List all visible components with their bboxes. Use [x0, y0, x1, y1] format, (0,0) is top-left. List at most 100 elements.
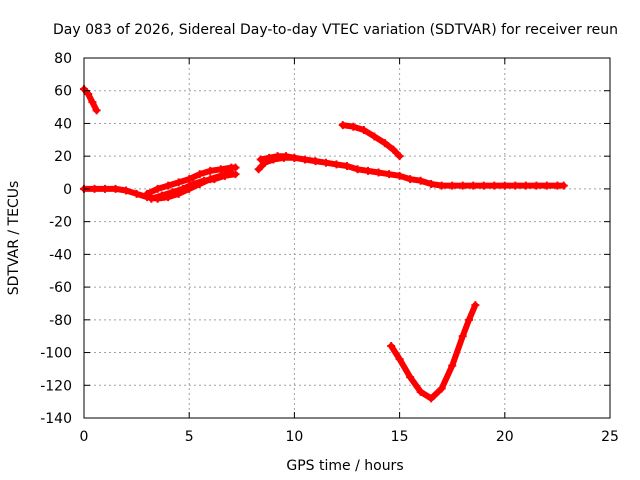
data-point [143, 189, 152, 198]
data-point [164, 181, 173, 190]
data-point [416, 176, 425, 185]
y-tick-label: 80 [54, 51, 72, 67]
x-axis-label: GPS time / hours [286, 458, 403, 474]
data-point [559, 181, 568, 190]
x-tick-label: 20 [496, 429, 514, 445]
y-tick-label: -60 [49, 280, 72, 296]
data-point [101, 184, 110, 193]
data-point [300, 155, 309, 164]
axis-ticks [83, 57, 611, 419]
data-point [338, 121, 347, 130]
data-point [90, 184, 99, 193]
data-point [256, 155, 265, 164]
data-point [147, 194, 156, 203]
x-tick-label: 15 [391, 429, 409, 445]
y-tick-label: -20 [49, 215, 72, 231]
data-point [111, 184, 120, 193]
data-point [374, 168, 383, 177]
data-point [427, 394, 436, 403]
y-tick-label: -100 [40, 346, 72, 362]
data-point [511, 181, 520, 190]
data-point [370, 132, 379, 141]
x-tick-label: 0 [80, 429, 89, 445]
series-line-arc-1 [81, 86, 100, 114]
x-tick-label: 25 [601, 429, 619, 445]
data-point [88, 98, 97, 107]
data-point [479, 181, 488, 190]
data-point [542, 181, 551, 190]
data-point [122, 186, 131, 195]
data-point [254, 165, 263, 174]
data-point [290, 153, 299, 162]
series-line-arc-8 [388, 302, 479, 402]
data-point [189, 180, 198, 188]
data-point [385, 170, 394, 179]
data-point [532, 181, 541, 190]
x-tick-label: 5 [185, 429, 194, 445]
data-point [185, 175, 194, 184]
data-point [231, 170, 240, 179]
data-point [437, 181, 446, 190]
data-point [448, 361, 457, 370]
data-point [220, 171, 229, 180]
x-tick-label: 10 [285, 429, 303, 445]
y-tick-label: 0 [63, 182, 72, 198]
data-point [364, 166, 373, 175]
data-point [281, 152, 290, 161]
y-tick-label: 60 [54, 84, 72, 100]
y-tick-label: -40 [49, 247, 72, 263]
data-point [437, 384, 446, 393]
data-point [406, 373, 415, 382]
data-series [80, 85, 568, 403]
data-point [427, 180, 436, 188]
data-point [465, 315, 474, 324]
data-point [448, 181, 457, 190]
data-point [84, 90, 93, 98]
y-tick-label: 40 [54, 116, 72, 132]
data-point [265, 153, 274, 162]
data-point [387, 342, 396, 350]
data-point [380, 139, 389, 148]
data-point [199, 176, 208, 185]
data-point [416, 387, 425, 396]
data-point [490, 181, 499, 190]
data-point [521, 181, 530, 190]
data-point [210, 175, 219, 184]
y-tick-label: -80 [49, 313, 72, 329]
data-point [500, 181, 509, 190]
y-tick-label: -120 [40, 378, 72, 394]
data-point [195, 170, 204, 179]
data-point [471, 301, 480, 310]
data-point [174, 178, 183, 187]
data-point [216, 165, 225, 174]
data-point [349, 122, 358, 131]
data-point [311, 157, 320, 166]
grid-lines [84, 58, 610, 418]
data-point [389, 145, 398, 154]
data-point [273, 152, 282, 161]
data-point [353, 165, 362, 174]
plot-frame [83, 57, 611, 419]
data-point [153, 184, 162, 193]
series-line-arc-3 [144, 164, 239, 197]
data-point [395, 355, 404, 364]
data-point [92, 106, 101, 115]
chart-title: Day 083 of 2026, Sidereal Day-to-day VTE… [53, 22, 618, 38]
data-point [168, 188, 177, 197]
y-axis-label: SDTVAR / TECUs [6, 181, 22, 296]
data-point [469, 181, 478, 190]
data-point [178, 184, 187, 193]
data-point [343, 162, 351, 170]
data-point [359, 126, 368, 134]
data-point [406, 175, 415, 184]
data-point [332, 160, 341, 169]
data-point [458, 332, 467, 341]
data-point [132, 189, 141, 198]
tick-labels: 0 5 10 15 20 25 -140 -120 -100 -80 -60 -40 -20 0 20 40 6… [40, 51, 619, 445]
data-point [206, 166, 215, 175]
y-tick-label: -140 [40, 411, 72, 427]
data-point [458, 181, 467, 190]
data-point [157, 191, 166, 200]
